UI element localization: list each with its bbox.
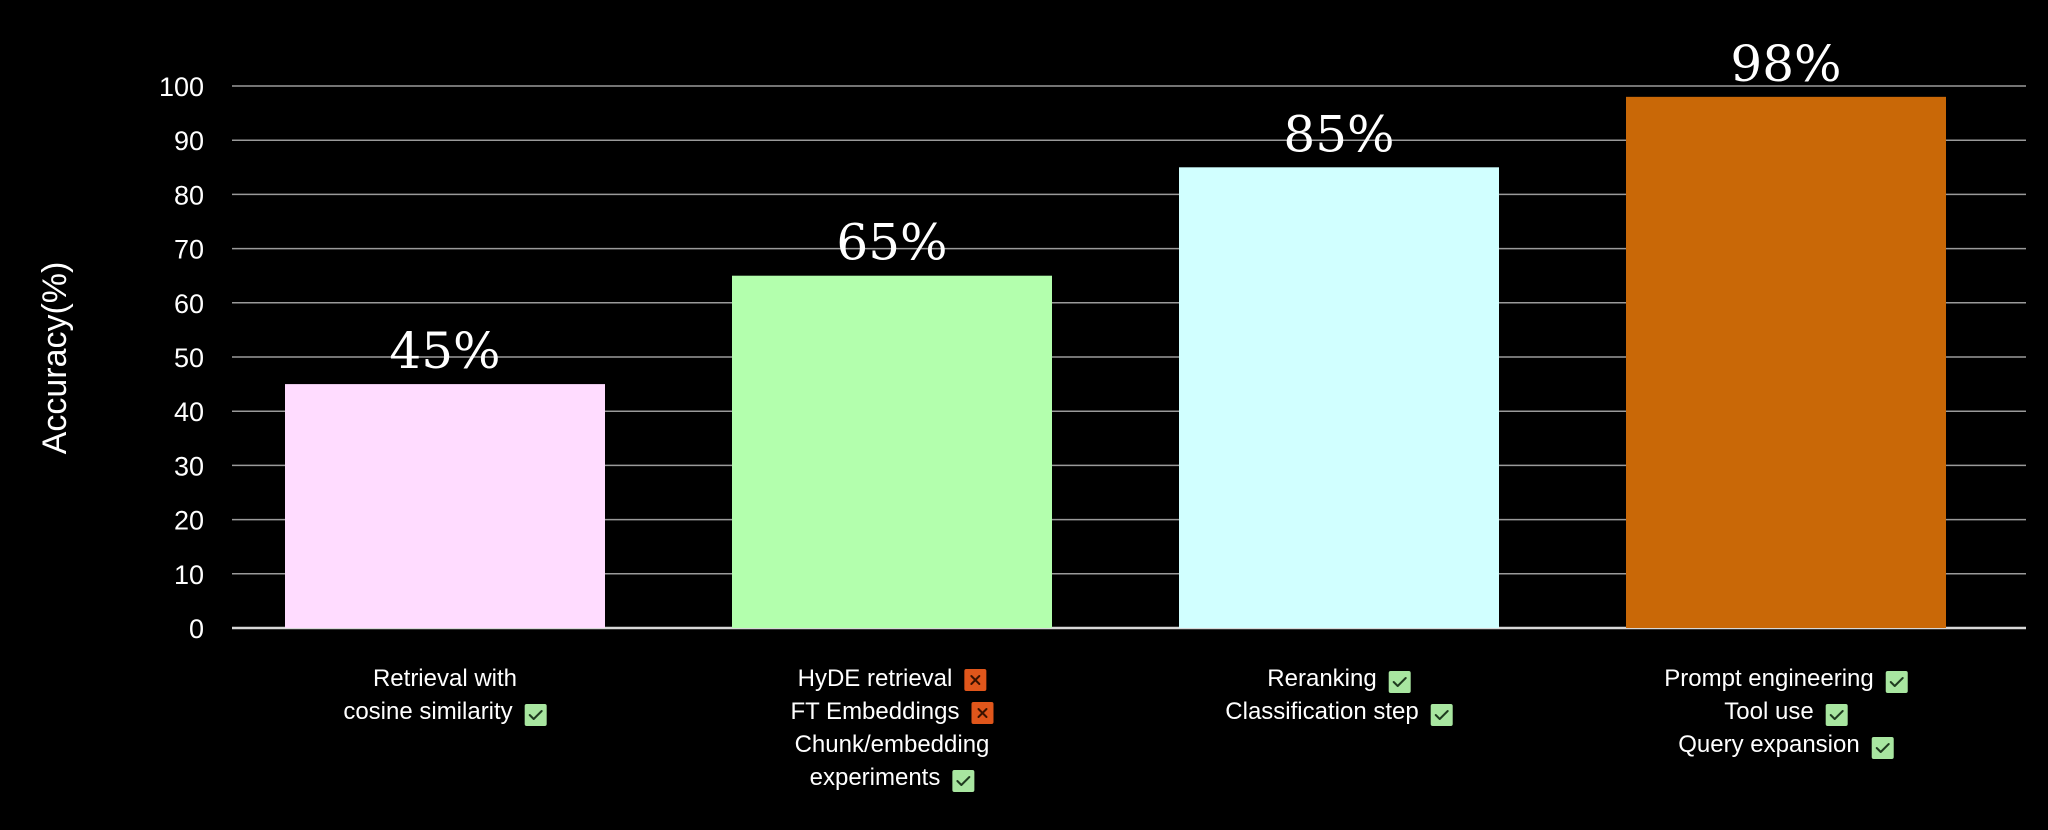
y-tick-label: 10 (174, 560, 204, 590)
y-tick-label: 0 (189, 614, 204, 644)
bar-value-label: 45% (389, 322, 500, 380)
bars (285, 96, 1946, 629)
y-tick-label: 100 (159, 72, 204, 102)
category-label-line: cosine similarity (343, 698, 512, 725)
check-icon (1885, 671, 1908, 693)
check-icon (1825, 704, 1848, 726)
cross-icon (964, 669, 987, 691)
bar (285, 384, 605, 628)
y-axis-ticks: 0 10 20 30 40 50 60 70 80 90 100 (159, 72, 204, 644)
y-tick-label: 50 (174, 343, 204, 373)
bar-value-label: 98% (1730, 35, 1841, 93)
category-label-line: FT Embeddings (791, 698, 960, 725)
check-icon (524, 704, 547, 726)
y-tick-label: 40 (174, 397, 204, 427)
data-labels: 45% 65% 85% 98% (389, 35, 1841, 380)
category-label: Prompt engineering Tool use Query expansio… (1664, 665, 1908, 759)
y-tick-label: 90 (174, 126, 204, 156)
category-label: Retrieval with cosine similarity (343, 665, 547, 726)
check-icon (952, 770, 975, 792)
bar-value-label: 65% (836, 214, 947, 272)
category-label-line: HyDE retrieval (798, 665, 953, 692)
cross-icon (971, 702, 994, 724)
category-label-line: Query expansion (1678, 731, 1859, 758)
y-axis-title: Accuracy(%) (36, 262, 74, 455)
category-label-line: Classification step (1225, 698, 1418, 725)
category-label-line: Retrieval with (373, 665, 517, 692)
check-icon (1871, 737, 1894, 759)
y-tick-label: 20 (174, 506, 204, 536)
category-label-line: Chunk/embedding (795, 731, 990, 758)
bar-value-label: 85% (1283, 105, 1394, 163)
category-labels: Retrieval with cosine similarity HyDE retr… (343, 665, 1908, 792)
y-tick-label: 80 (174, 180, 204, 210)
y-tick-label: 60 (174, 289, 204, 319)
y-tick-label: 30 (174, 451, 204, 481)
bar (732, 275, 1052, 628)
category-label-line: Prompt engineering (1664, 665, 1873, 692)
bar (1626, 96, 1946, 629)
category-label: HyDE retrieval FT Embeddings Chunk/embeddi… (791, 665, 994, 792)
check-icon (1388, 671, 1411, 693)
category-label: Reranking Classification step (1225, 665, 1453, 726)
check-icon (1430, 704, 1453, 726)
bar (1179, 167, 1499, 629)
category-label-line: experiments (810, 764, 941, 791)
category-label-line: Reranking (1267, 665, 1376, 692)
category-label-line: Tool use (1724, 698, 1813, 725)
y-tick-label: 70 (174, 235, 204, 265)
